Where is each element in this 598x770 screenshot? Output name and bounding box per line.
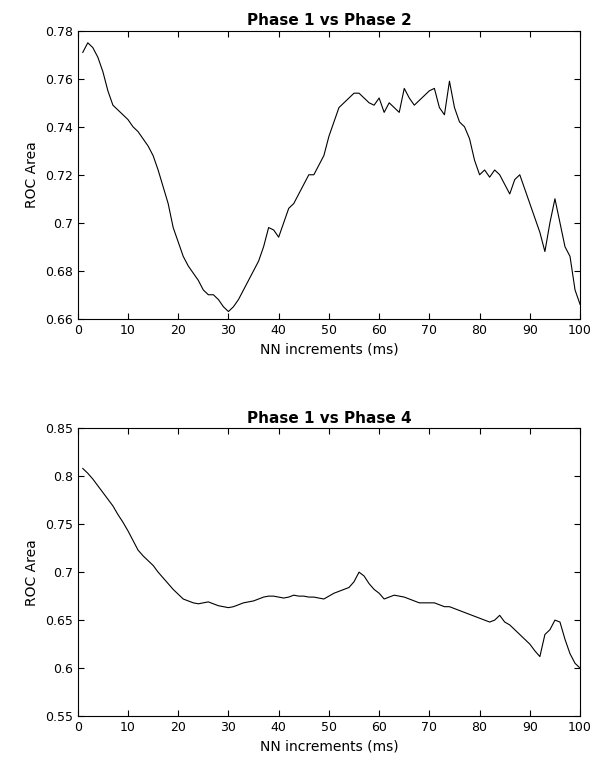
X-axis label: NN increments (ms): NN increments (ms) [260, 342, 398, 357]
Y-axis label: ROC Area: ROC Area [25, 539, 39, 605]
Title: Phase 1 vs Phase 4: Phase 1 vs Phase 4 [246, 410, 411, 426]
Y-axis label: ROC Area: ROC Area [25, 142, 39, 208]
Title: Phase 1 vs Phase 2: Phase 1 vs Phase 2 [246, 13, 411, 28]
X-axis label: NN increments (ms): NN increments (ms) [260, 739, 398, 754]
